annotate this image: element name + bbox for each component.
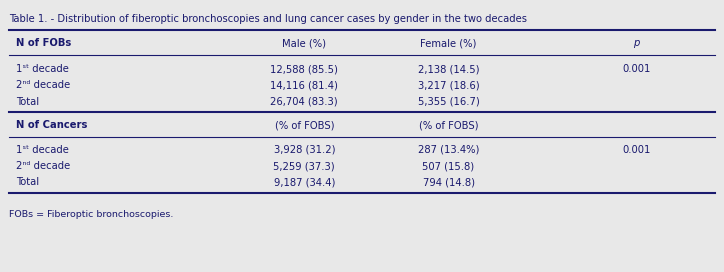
Text: 1ˢᵗ decade: 1ˢᵗ decade — [16, 145, 69, 155]
Text: N of FOBs: N of FOBs — [16, 38, 71, 48]
Text: Male (%): Male (%) — [282, 38, 327, 48]
Text: 0.001: 0.001 — [622, 64, 650, 74]
Text: 507 (15.8): 507 (15.8) — [423, 161, 475, 171]
Text: p: p — [633, 38, 639, 48]
Text: FOBs = Fiberoptic bronchoscopies.: FOBs = Fiberoptic bronchoscopies. — [9, 209, 173, 219]
Text: 0.001: 0.001 — [622, 145, 650, 155]
Text: 5,259 (37.3): 5,259 (37.3) — [274, 161, 335, 171]
Text: Total: Total — [16, 97, 39, 107]
Text: Table 1. - Distribution of fiberoptic bronchoscopies and lung cancer cases by ge: Table 1. - Distribution of fiberoptic br… — [9, 14, 526, 23]
Text: 2,138 (14.5): 2,138 (14.5) — [418, 64, 479, 74]
Text: (% of FOBS): (% of FOBS) — [274, 120, 334, 130]
Text: 3,217 (18.6): 3,217 (18.6) — [418, 81, 479, 90]
Text: 2ⁿᵈ decade: 2ⁿᵈ decade — [16, 81, 70, 90]
Text: 3,928 (31.2): 3,928 (31.2) — [274, 145, 335, 155]
Text: 12,588 (85.5): 12,588 (85.5) — [270, 64, 338, 74]
Text: 5,355 (16.7): 5,355 (16.7) — [418, 97, 479, 107]
Text: Female (%): Female (%) — [421, 38, 476, 48]
Text: (% of FOBS): (% of FOBS) — [418, 120, 479, 130]
Text: 26,704 (83.3): 26,704 (83.3) — [271, 97, 338, 107]
Text: 1ˢᵗ decade: 1ˢᵗ decade — [16, 64, 69, 74]
Text: 9,187 (34.4): 9,187 (34.4) — [274, 177, 335, 187]
Text: 794 (14.8): 794 (14.8) — [423, 177, 474, 187]
Text: 287 (13.4%): 287 (13.4%) — [418, 145, 479, 155]
Text: 14,116 (81.4): 14,116 (81.4) — [270, 81, 338, 90]
Text: Total: Total — [16, 177, 39, 187]
Text: N of Cancers: N of Cancers — [16, 120, 87, 130]
Text: 2ⁿᵈ decade: 2ⁿᵈ decade — [16, 161, 70, 171]
